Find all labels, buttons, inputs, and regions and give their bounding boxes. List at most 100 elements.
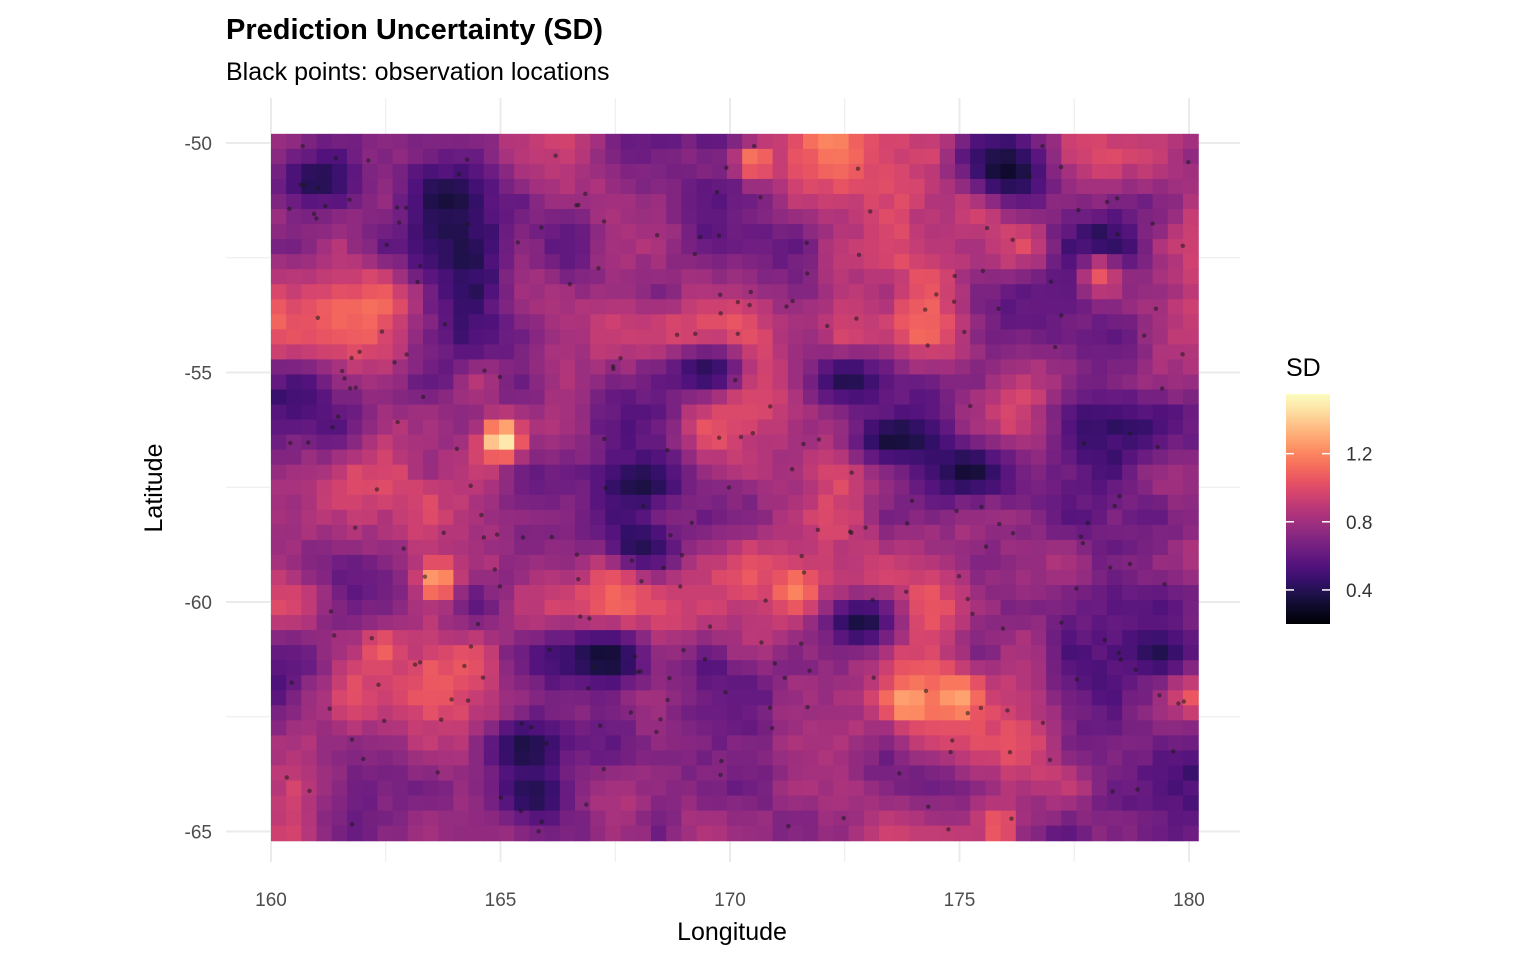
heatmap-tile: [438, 660, 454, 676]
heatmap-tile: [286, 509, 302, 526]
observation-point: [1074, 677, 1080, 682]
heatmap-tile: [772, 705, 789, 721]
heatmap-tile: [529, 780, 546, 797]
heatmap-tile: [1091, 389, 1108, 406]
heatmap-tile: [1167, 239, 1184, 255]
heatmap-tile: [514, 374, 530, 391]
heatmap-tile: [1030, 193, 1047, 210]
heatmap-tile: [742, 239, 758, 255]
heatmap-tile: [559, 434, 576, 451]
heatmap-tile: [909, 389, 926, 406]
heatmap-tile: [377, 720, 394, 736]
heatmap-tile: [848, 178, 865, 195]
heatmap-tile: [1046, 600, 1062, 616]
observation-point: [1058, 164, 1064, 170]
observation-point: [1085, 520, 1090, 526]
observation-point: [978, 705, 984, 711]
heatmap-tile: [635, 585, 652, 601]
heatmap-tile: [271, 299, 287, 315]
heatmap-tile: [514, 178, 530, 195]
heatmap-tile: [848, 464, 865, 481]
heatmap-tile: [787, 825, 804, 842]
heatmap-tile: [316, 254, 333, 270]
observation-point: [384, 242, 389, 247]
observation-point: [909, 498, 915, 503]
heatmap-tile: [1046, 374, 1062, 391]
heatmap-tile: [331, 509, 348, 526]
heatmap-tile: [392, 163, 409, 180]
heatmap-tile: [392, 389, 409, 406]
observation-point: [772, 661, 777, 666]
heatmap-tile: [574, 374, 591, 391]
heatmap-tile: [407, 449, 424, 466]
heatmap-tile: [438, 163, 454, 180]
heatmap-tile: [1061, 585, 1078, 601]
heatmap-tile: [1182, 509, 1199, 526]
heatmap-tile: [286, 735, 302, 752]
heatmap-tile: [271, 660, 287, 676]
heatmap-tile: [286, 284, 302, 300]
heatmap-tile: [316, 178, 333, 195]
heatmap-tile: [271, 494, 287, 511]
heatmap-tile: [909, 509, 926, 526]
heatmap-tile: [878, 434, 895, 451]
heatmap-tile: [802, 630, 819, 646]
heatmap-tile: [848, 359, 865, 376]
heatmap-tile: [316, 645, 333, 661]
heatmap-tile: [544, 284, 561, 300]
heatmap-tile: [331, 224, 348, 240]
heatmap-tile: [924, 494, 941, 511]
heatmap-tile: [894, 569, 910, 586]
heatmap-tile: [666, 720, 682, 736]
heatmap-tile: [666, 464, 682, 481]
heatmap-tile: [605, 705, 622, 721]
heatmap-tile: [574, 795, 591, 812]
heatmap-tile: [985, 224, 1002, 240]
heatmap-tile: [377, 569, 394, 586]
heatmap-tile: [635, 645, 652, 661]
heatmap-tile: [726, 615, 743, 631]
heatmap-tile: [970, 660, 986, 676]
heatmap-tile: [650, 660, 667, 676]
heatmap-tile: [650, 178, 667, 195]
heatmap-tile: [742, 314, 758, 330]
heatmap-tile: [1122, 374, 1138, 391]
observation-point: [449, 697, 454, 702]
heatmap-tile: [438, 585, 454, 601]
heatmap-tile: [954, 148, 971, 165]
heatmap-tile: [286, 449, 302, 466]
heatmap-tile: [377, 690, 394, 706]
heatmap-tile: [894, 494, 910, 511]
heatmap-tile: [939, 389, 956, 406]
observation-point: [714, 189, 720, 195]
heatmap-tile: [574, 810, 591, 827]
heatmap-tile: [362, 224, 378, 240]
heatmap-tile: [392, 419, 409, 436]
heatmap-tile: [499, 539, 515, 556]
legend-title: SD: [1286, 354, 1321, 382]
heatmap-tile: [696, 209, 713, 225]
observation-point: [374, 487, 380, 492]
heatmap-tile: [818, 374, 834, 391]
heatmap-tile: [301, 554, 318, 571]
heatmap-tile: [863, 585, 880, 601]
observation-point: [397, 220, 402, 225]
heatmap-tile: [802, 178, 819, 195]
heatmap-tile: [1000, 585, 1017, 601]
heatmap-tile: [438, 615, 454, 631]
heatmap-tile: [529, 404, 546, 421]
heatmap-tile: [711, 193, 728, 210]
heatmap-tile: [347, 464, 363, 481]
heatmap-tile: [392, 825, 409, 842]
heatmap-tile: [453, 600, 470, 616]
heatmap-tile: [286, 810, 302, 827]
heatmap-tile: [544, 630, 561, 646]
observation-point: [638, 669, 643, 674]
heatmap-tile: [878, 193, 895, 210]
observation-point: [665, 447, 670, 453]
heatmap-tile: [650, 314, 667, 330]
heatmap-tile: [833, 494, 850, 511]
heatmap-tile: [970, 254, 986, 270]
heatmap-tile: [362, 509, 378, 526]
heatmap-tile: [954, 133, 971, 150]
